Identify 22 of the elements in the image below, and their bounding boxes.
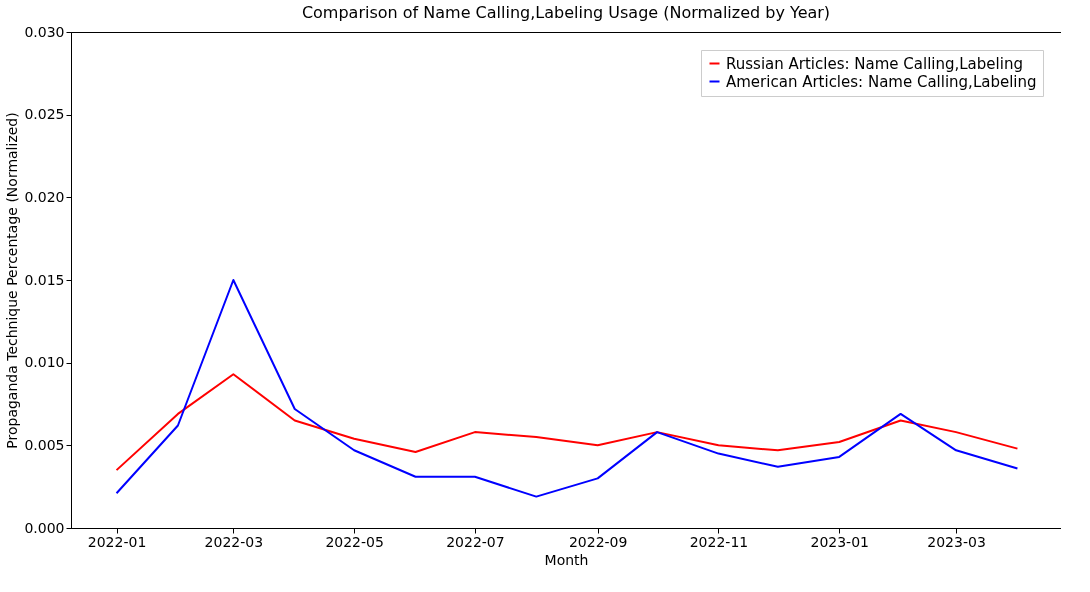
- y-tick-label: 0.000: [24, 519, 65, 536]
- y-tick-label: 0.010: [24, 354, 65, 371]
- legend-label: Russian Articles: Name Calling,Labeling: [726, 54, 1023, 73]
- y-axis-title: Propaganda Technique Percentage (Normalized): [4, 112, 21, 449]
- x-tick-label: 2022-11: [689, 533, 749, 550]
- x-tick-label: 2023-03: [927, 533, 986, 550]
- line-series: [115, 373, 1019, 472]
- y-tick-label: 0.030: [24, 23, 65, 40]
- y-tick-label: 0.005: [24, 436, 65, 453]
- line-series: [115, 279, 1019, 498]
- x-tick-label: 2022-01: [87, 533, 147, 550]
- y-tick-label: 0.025: [24, 106, 65, 123]
- legend-label: American Articles: Name Calling,Labeling: [726, 72, 1037, 91]
- x-tick-label: 2022-03: [204, 533, 264, 550]
- chart-title: Comparison of Name Calling,Labeling Usage (Normalized by Year): [301, 3, 831, 22]
- x-tick-label: 2022-05: [325, 533, 384, 550]
- x-tick-label: 2023-01: [810, 533, 869, 550]
- x-axis-title: Month: [544, 551, 589, 568]
- x-tick-label: 2022-07: [446, 533, 505, 550]
- y-tick-label: 0.015: [24, 271, 65, 288]
- x-tick-label: 2022-09: [568, 533, 628, 550]
- y-tick-label: 0.020: [24, 188, 65, 205]
